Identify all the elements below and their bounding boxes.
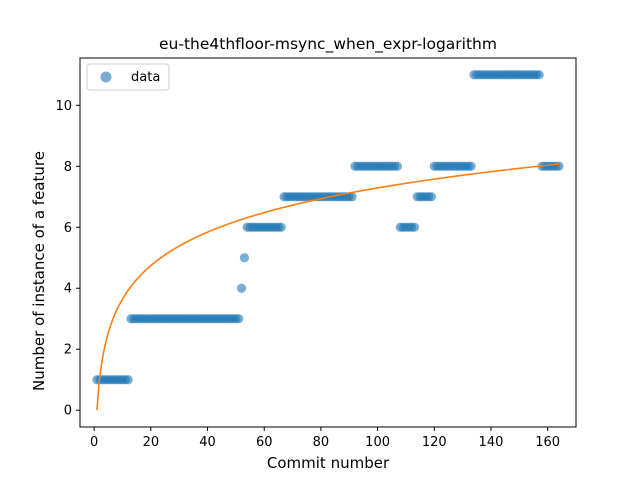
x-tick-label: 80 [313, 435, 330, 450]
data-point [347, 192, 357, 202]
data-point [123, 375, 133, 385]
chart-title: eu-the4thfloor-msync_when_expr-logarithm [159, 35, 497, 54]
data-point [534, 70, 544, 80]
x-tick-label: 40 [199, 435, 216, 450]
x-tick-label: 60 [256, 435, 273, 450]
x-axis-label: Commit number [267, 454, 390, 472]
y-tick-label: 0 [64, 404, 72, 419]
data-point [554, 161, 564, 171]
x-tick-label: 120 [422, 435, 447, 450]
x-tick-label: 140 [479, 435, 504, 450]
plot-frame [79, 57, 577, 428]
y-tick-label: 6 [64, 221, 72, 236]
x-tick-label: 160 [535, 435, 560, 450]
y-tick-label: 8 [64, 160, 72, 175]
legend-label: data [131, 70, 160, 85]
data-point [426, 192, 437, 202]
plot-area [79, 57, 577, 428]
data-point [466, 161, 476, 171]
legend-box [86, 63, 170, 91]
y-axis-label: Number of instance of a feature [30, 151, 48, 391]
x-tick-label: 100 [365, 435, 390, 450]
data-point [276, 222, 286, 232]
data-point [236, 283, 247, 293]
y-tick-label: 2 [64, 343, 72, 358]
legend-marker [100, 71, 112, 83]
x-tick-label: 0 [90, 435, 98, 450]
y-tick-label: 10 [55, 99, 72, 114]
data-point [234, 314, 244, 324]
data-point [409, 222, 420, 232]
data-point [392, 161, 403, 171]
fit-line [96, 163, 560, 411]
y-tick-label: 4 [64, 282, 72, 297]
data-point [239, 253, 249, 263]
legend: data [86, 63, 170, 91]
x-tick-label: 20 [143, 435, 160, 450]
